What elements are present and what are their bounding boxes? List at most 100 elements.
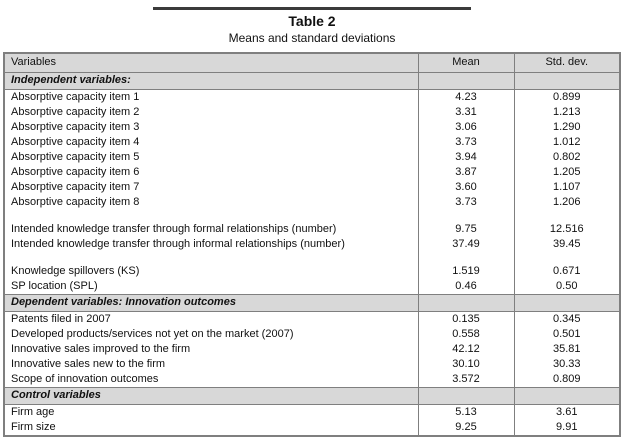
variable-cell: Absorptive capacity item 3 [3, 119, 419, 135]
mean-cell: 3.06 [417, 119, 515, 135]
std-dev-cell: 30.33 [513, 356, 621, 372]
table-row: SP location (SPL) 0.46 0.50 [3, 278, 621, 294]
spacer-mean-cell [417, 251, 515, 264]
std-dev-cell: 0.899 [513, 89, 621, 105]
section-header-mean-cell [417, 293, 515, 312]
section-header-row: Independent variables: [3, 71, 621, 90]
variable-cell: Absorptive capacity item 2 [3, 104, 419, 120]
std-dev-cell: 12.516 [513, 221, 621, 237]
mean-cell: 9.25 [417, 419, 515, 436]
mean-cell: 3.94 [417, 149, 515, 165]
variable-cell: Absorptive capacity item 6 [3, 164, 419, 180]
spacer-mean-cell [417, 209, 515, 222]
variable-cell: Absorptive capacity item 1 [3, 89, 419, 105]
table-body: Independent variables: Absorptive capacit… [3, 71, 621, 436]
table-row: Absorptive capacity item 5 3.94 0.802 [3, 149, 621, 165]
table-row: Firm age 5.13 3.61 [3, 404, 621, 420]
variable-cell: Absorptive capacity item 7 [3, 179, 419, 195]
std-dev-cell: 0.671 [513, 263, 621, 279]
std-dev-cell: 1.290 [513, 119, 621, 135]
std-dev-cell: 35.81 [513, 341, 621, 357]
stats-table: Variables Mean Std. dev. Independent var… [3, 52, 621, 437]
mean-cell: 0.46 [417, 278, 515, 294]
std-dev-cell: 0.50 [513, 278, 621, 294]
variable-cell: Absorptive capacity item 5 [3, 149, 419, 165]
column-header-std: Std. dev. [513, 52, 621, 73]
variable-cell: SP location (SPL) [3, 278, 419, 294]
mean-cell: 5.13 [417, 404, 515, 420]
table-row: Intended knowledge transfer through form… [3, 221, 621, 237]
section-header-std-cell [513, 71, 621, 90]
mean-cell: 42.12 [417, 341, 515, 357]
table-row: Absorptive capacity item 1 4.23 0.899 [3, 89, 621, 105]
std-dev-cell: 1.012 [513, 134, 621, 150]
section-header-label: Independent variables: [3, 71, 419, 90]
std-dev-cell: 1.213 [513, 104, 621, 120]
mean-cell: 0.558 [417, 326, 515, 342]
variable-cell: Absorptive capacity item 4 [3, 134, 419, 150]
mean-cell: 3.87 [417, 164, 515, 180]
variable-cell: Developed products/services not yet on t… [3, 326, 419, 342]
variable-cell: Innovative sales new to the firm [3, 356, 419, 372]
mean-cell: 3.31 [417, 104, 515, 120]
variable-cell: Intended knowledge transfer through info… [3, 236, 419, 252]
mean-cell: 3.60 [417, 179, 515, 195]
std-dev-cell: 0.345 [513, 311, 621, 327]
section-header-row: Control variables [3, 386, 621, 405]
title-rule [153, 7, 471, 10]
section-header-mean-cell [417, 386, 515, 405]
mean-cell: 0.135 [417, 311, 515, 327]
mean-cell: 3.572 [417, 371, 515, 387]
variable-cell: Scope of innovation outcomes [3, 371, 419, 387]
std-dev-cell: 0.809 [513, 371, 621, 387]
table-row: Patents filed in 2007 0.135 0.345 [3, 311, 621, 327]
variable-cell: Patents filed in 2007 [3, 311, 419, 327]
spacer-variable-cell [3, 209, 419, 222]
section-header-label: Control variables [3, 386, 419, 405]
table-row: Absorptive capacity item 8 3.73 1.206 [3, 194, 621, 210]
section-header-label: Dependent variables: Innovation outcomes [3, 293, 419, 312]
mean-cell: 9.75 [417, 221, 515, 237]
std-dev-cell: 9.91 [513, 419, 621, 436]
section-header-std-cell [513, 293, 621, 312]
variable-cell: Intended knowledge transfer through form… [3, 221, 419, 237]
table-row: Developed products/services not yet on t… [3, 326, 621, 342]
mean-cell: 1.519 [417, 263, 515, 279]
section-header-std-cell [513, 386, 621, 405]
std-dev-cell: 3.61 [513, 404, 621, 420]
mean-cell: 3.73 [417, 134, 515, 150]
table-row: Knowledge spillovers (KS) 1.519 0.671 [3, 263, 621, 279]
spacer-row [3, 251, 621, 264]
std-dev-cell: 39.45 [513, 236, 621, 252]
table-title: Table 2 [288, 13, 336, 29]
table-row: Firm size 9.25 9.91 [3, 419, 621, 436]
spacer-std-cell [513, 209, 621, 222]
std-dev-cell: 1.107 [513, 179, 621, 195]
spacer-std-cell [513, 251, 621, 264]
table-subtitle: Means and standard deviations [228, 31, 396, 45]
mean-cell: 3.73 [417, 194, 515, 210]
column-header-mean: Mean [417, 52, 515, 73]
std-dev-cell: 0.802 [513, 149, 621, 165]
table-row: Intended knowledge transfer through info… [3, 236, 621, 252]
table-row: Absorptive capacity item 4 3.73 1.012 [3, 134, 621, 150]
std-dev-cell: 1.205 [513, 164, 621, 180]
mean-cell: 30.10 [417, 356, 515, 372]
table-row: Absorptive capacity item 3 3.06 1.290 [3, 119, 621, 135]
table-row: Absorptive capacity item 6 3.87 1.205 [3, 164, 621, 180]
table-row: Scope of innovation outcomes 3.572 0.809 [3, 371, 621, 387]
variable-cell: Absorptive capacity item 8 [3, 194, 419, 210]
column-header-row: Variables Mean Std. dev. [3, 52, 621, 73]
mean-cell: 4.23 [417, 89, 515, 105]
std-dev-cell: 1.206 [513, 194, 621, 210]
spacer-row [3, 209, 621, 222]
table-row: Absorptive capacity item 2 3.31 1.213 [3, 104, 621, 120]
spacer-variable-cell [3, 251, 419, 264]
variable-cell: Firm age [3, 404, 419, 420]
variable-cell: Firm size [3, 419, 419, 436]
column-header-variables: Variables [3, 52, 419, 73]
std-dev-cell: 0.501 [513, 326, 621, 342]
table-row: Innovative sales new to the firm 30.10 30.… [3, 356, 621, 372]
section-header-row: Dependent variables: Innovation outcomes [3, 293, 621, 312]
